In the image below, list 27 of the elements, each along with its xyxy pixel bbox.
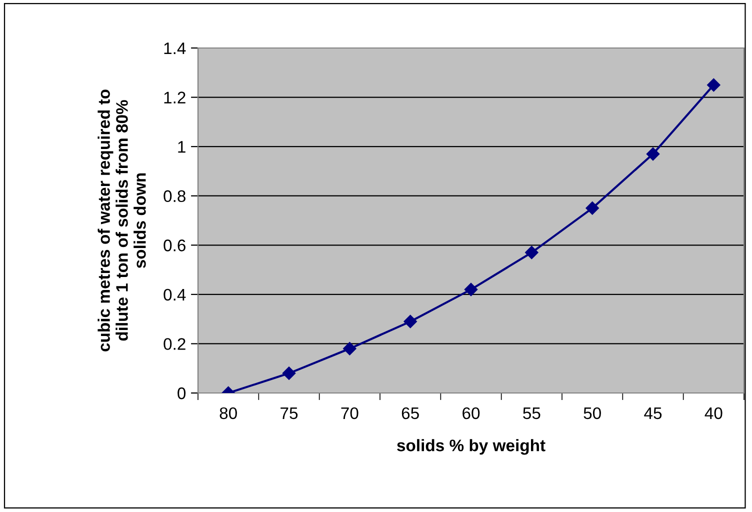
point: [282, 366, 296, 380]
point: [404, 314, 417, 328]
y-tick-label: 0.4: [164, 288, 186, 301]
y-tick-label: 1.4: [164, 42, 186, 54]
x-tick-label: 55: [523, 408, 540, 420]
y-tick-label: 0.8: [164, 190, 186, 202]
x-tick-label: 60: [462, 407, 480, 420]
point: [525, 246, 538, 260]
x-axis-title: solids % by weight: [397, 439, 546, 455]
point: [586, 202, 599, 215]
x-tick-label: 80: [220, 407, 237, 420]
y-tick-label: 0.6: [164, 240, 186, 252]
y-axis-title: cubic metres of water required to dilute 1 ton of solids from 80% solids down: [98, 90, 146, 352]
y-tick-label: 0.2: [164, 338, 186, 350]
x-tick-label: 45: [644, 408, 662, 420]
x-tick-label: 50: [584, 407, 601, 420]
y-tick-label: 1.2: [164, 92, 186, 104]
point: [707, 78, 720, 92]
x-tick-label: 75: [280, 408, 298, 420]
x-tick-label: 65: [402, 407, 419, 420]
y-tick-label: 1: [178, 141, 186, 153]
x-tick-label: 40: [704, 407, 722, 420]
y-tick-label: 0: [178, 387, 186, 400]
point: [343, 342, 356, 356]
point: [646, 147, 660, 161]
point: [464, 282, 478, 296]
x-tick-label: 70: [341, 407, 358, 420]
